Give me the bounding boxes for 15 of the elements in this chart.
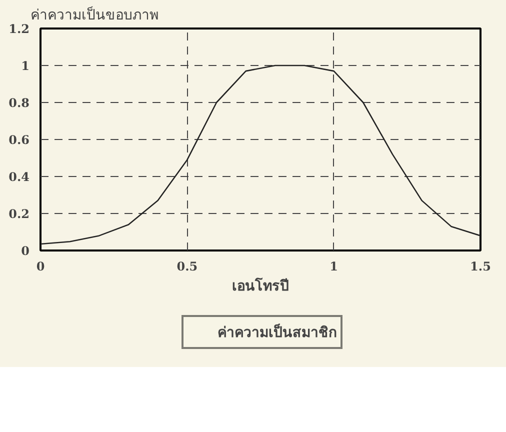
y-tick-label: 0.2 — [8, 207, 30, 221]
y-tick-label: 1.2 — [8, 22, 30, 36]
y-axis-title: ค่าความเป็นขอบภาพ — [30, 6, 158, 24]
x-tick-label: 0.5 — [176, 260, 198, 274]
text: ค่าความเป็นสมาชิก — [218, 322, 336, 343]
x-tick-label: 0 — [36, 260, 45, 274]
line-series — [40, 64, 480, 245]
y-tick-label: 1 — [21, 59, 30, 73]
x-tick-label: 1 — [330, 260, 338, 274]
y-tick-label: 0.8 — [8, 96, 30, 110]
y-tick-label: 0 — [21, 244, 30, 258]
x-axis-title: เอนโทรปี — [232, 276, 289, 294]
y-tick-label: 0.4 — [8, 170, 30, 184]
y-tick-label: 0.6 — [8, 133, 30, 147]
x-tick-label: 1.5 — [470, 260, 491, 274]
